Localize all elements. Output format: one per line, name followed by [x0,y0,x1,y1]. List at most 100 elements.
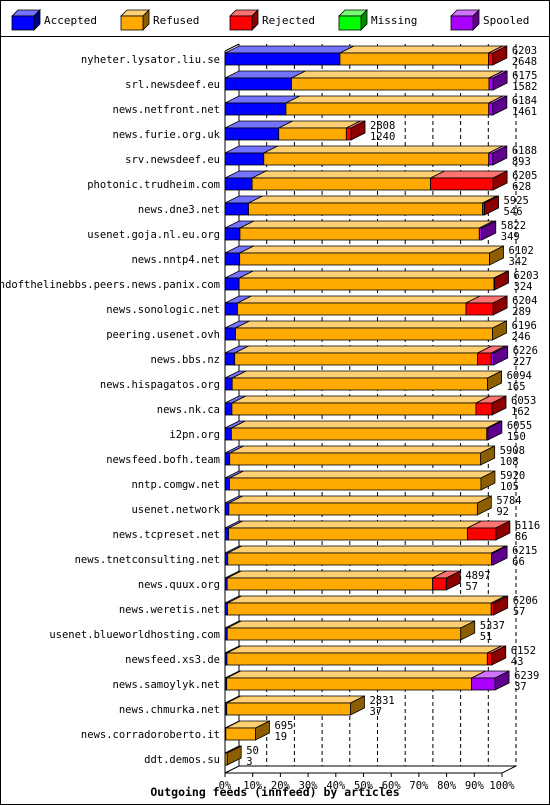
row-label: news.furie.org.uk [113,129,221,141]
bar-segment-top-refused [232,370,502,379]
bar-offered-label: 6215 [512,545,537,557]
bar-segment-accepted [224,52,341,66]
bar-accepted-label: 57 [465,581,478,593]
bar-segment-rejected [477,352,492,366]
bar-offered-label: 4897 [465,570,490,582]
row-labels: nyheter.lysator.liu.se srl.newsdeef.eu new… [0,54,221,766]
bar-segment-refused [239,227,480,241]
bar-segment-top-refused [248,195,497,204]
bar-accepted-label: 893 [512,156,531,168]
bar-segment-refused [231,377,488,391]
row-label: srv.newsdeef.eu [125,154,220,166]
bar-segment-accepted [224,527,230,541]
bar-accepted-label: 289 [512,306,531,318]
bar-segment-accepted [224,302,238,316]
x-tick-label: 0% [219,780,232,792]
bar-segment-top-refused [251,170,445,179]
bar-accepted-label: 1461 [512,106,537,118]
bar-segment-accepted [224,252,241,266]
bar-segment-accepted [224,427,232,441]
bar-segment-refused [226,627,462,641]
row-label: peering.usenet.ovh [106,329,220,341]
bar-segment-refused [238,277,495,291]
bar-segment-side-rejected [491,645,507,666]
bar-segment-accepted [224,227,241,241]
row-label: ddt.demos.su [144,754,220,766]
bar-offered-label: 5822 [501,220,526,232]
bar-segment-refused [234,352,479,366]
bar-segment-side-refused [492,320,507,341]
bar-segment-refused [263,152,490,166]
bar-segment-side-spooled [492,545,508,566]
bar-segment-refused [229,477,482,491]
bar-accepted-label: 66 [512,556,525,568]
bar-segment-top-refused [239,220,494,229]
bars: 6203264861751582618414612808124061888936… [224,45,540,768]
row-label: newsfeed.xs3.de [125,654,220,666]
bar-segment-refused [226,652,488,666]
bar-accepted-label: 37 [514,681,527,693]
y-axis-depth [224,43,240,52]
bar-segment-rejected [465,302,494,316]
x-tick-label: 20% [271,780,291,792]
row-label: usenet.network [131,504,220,516]
bar-segment-side-refused [226,745,242,766]
bar-segment-side-refused [255,720,270,741]
x-tick-label: 70% [409,780,429,792]
bar-segment-top-refused [235,320,507,329]
row-label: usenet.goja.nl.eu.org [87,229,220,241]
bar-segment-top-refused [339,45,503,54]
bar-segment-accepted [224,402,233,416]
bar-accepted-label: 246 [512,331,531,343]
bar-segment-top-refused [226,645,502,654]
bar-segment-refused [278,127,347,141]
bar-offered-label: 6102 [509,245,534,257]
bar-offered-label: 6204 [512,295,537,307]
bar-segment-spooled [488,77,494,91]
legend-label: Rejected [262,14,315,27]
row-label: news.netfront.net [113,104,220,116]
bar-accepted-label: 150 [507,431,526,443]
bar-segment-top-accepted [224,45,355,54]
bar-segment-accepted [224,102,287,116]
legend-label: Accepted [44,14,97,27]
bar-segment-top-refused [227,570,447,579]
legend-item-missing: Missing [338,9,417,31]
bar-segment-side-refused [350,695,365,716]
bar-offered-label: 5784 [496,495,521,507]
bar-segment-refused [251,177,431,191]
bar-offered-label: 2808 [370,120,395,132]
bar-segment-accepted [224,477,230,491]
row-label: news.bbs.nz [150,354,220,366]
bar-accepted-label: 92 [496,506,509,518]
row-label: nntp.comgw.net [131,479,220,491]
bar-segment-side-rejected [492,45,508,66]
bar-segment-accepted [224,327,236,341]
bar-segment-side-rejected [492,295,508,316]
bar-accepted-label: 1582 [512,81,537,93]
bar-segment-top-refused [263,145,503,154]
row-label: nyheter.lysator.liu.se [81,54,220,66]
bar-accepted-label: 3 [246,756,252,768]
bar-offered-label: 6152 [511,645,536,657]
bar-offered-label: 5920 [500,470,525,482]
bar-accepted-label: 37 [369,706,382,718]
bar-accepted-label: 349 [501,231,520,243]
bar-segment-rejected [488,52,494,66]
bar-accepted-label: 342 [509,256,528,268]
bar-segment-refused [229,452,482,466]
